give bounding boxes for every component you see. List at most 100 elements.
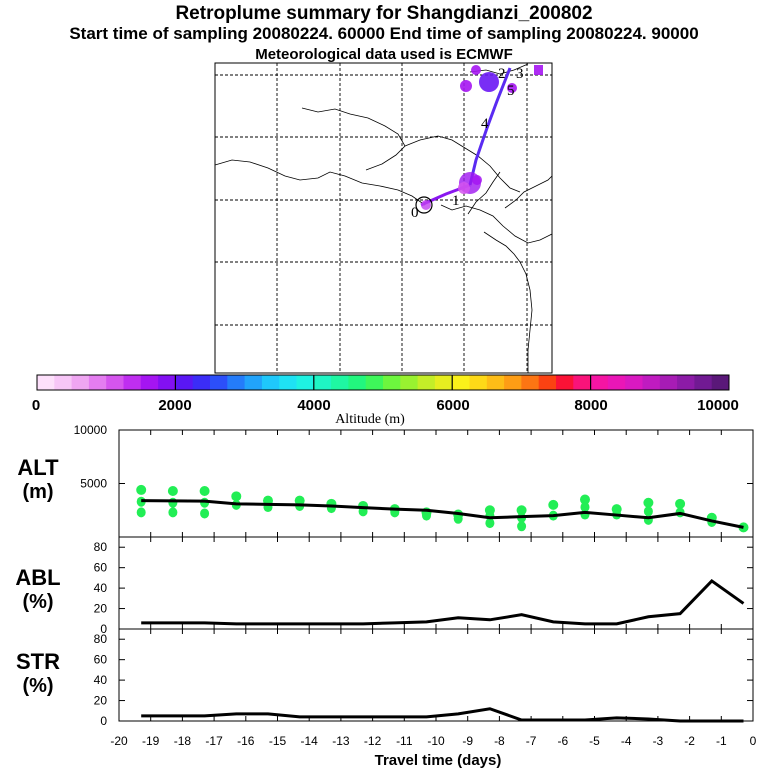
colorbar-swatch — [106, 375, 124, 390]
alt-spread-point — [168, 497, 178, 508]
alt-spread-point — [200, 508, 210, 519]
map-label-2: 2 — [498, 66, 506, 82]
colorbar-swatch — [37, 375, 55, 390]
colorbar-swatch — [175, 375, 194, 390]
x-tick-label: -16 — [237, 734, 255, 748]
alt-spread-point — [580, 502, 590, 513]
plume-segment-1-5 — [468, 67, 512, 186]
abl-panel: 0 20 40 60 80 ABL(%) — [15, 536, 754, 636]
colorbar-swatch — [642, 375, 661, 390]
str-ytick-label: 40 — [94, 673, 108, 687]
colorbar-swatch — [625, 375, 643, 390]
x-tick-label: -6 — [557, 734, 568, 748]
colorbar-swatch — [434, 375, 453, 390]
colorbar-swatch — [469, 375, 488, 390]
colorbar-swatch — [504, 375, 522, 390]
abl-panel-unit: (%) — [22, 591, 53, 613]
map-coastlines — [214, 63, 553, 373]
colorbar-swatch — [659, 375, 678, 390]
x-tick-label: -1 — [716, 734, 727, 748]
abl-ytick-label: 40 — [94, 581, 108, 595]
colorbar-swatch — [711, 375, 730, 390]
alt-ytick-label: 10000 — [74, 423, 108, 437]
colorbar-swatch — [694, 375, 713, 390]
alt-spread-point — [136, 507, 146, 518]
x-tick-label: -9 — [462, 734, 473, 748]
colorbar-swatch — [607, 375, 626, 390]
abl-panel-title: ABL — [15, 565, 60, 590]
chart-title: Retroplume summary for Shangdianzi_20080… — [175, 3, 593, 24]
x-tick-label: -19 — [142, 734, 160, 748]
str-frame — [118, 628, 754, 722]
plume-track — [415, 65, 543, 214]
alt-spread-point — [516, 505, 527, 516]
x-tick-label: -13 — [332, 734, 350, 748]
alt-ytick-label: 5000 — [80, 477, 107, 491]
colorbar-tick-0: 0 — [32, 397, 40, 414]
map-label-5: 5 — [507, 83, 515, 99]
colorbar-swatch — [279, 375, 297, 390]
alt-spread-point — [168, 507, 178, 518]
str-ytick-label: 80 — [94, 632, 108, 646]
x-tick-label: -7 — [526, 734, 537, 748]
x-tick-label: -2 — [684, 734, 695, 748]
colorbar-swatch — [452, 375, 470, 390]
abl-ytick-label: 0 — [100, 622, 107, 636]
alt-spread-point — [199, 485, 210, 496]
alt-spread-point — [231, 491, 242, 502]
alt-spread-point — [517, 521, 527, 532]
colorbar-swatch — [140, 375, 159, 390]
colorbar-swatch — [348, 375, 367, 390]
alt-spread-point — [453, 513, 463, 524]
colorbar-swatch — [573, 375, 592, 390]
colorbar-swatch — [521, 375, 540, 390]
colorbar-swatch — [227, 375, 246, 390]
alt-panel-title: ALT — [17, 455, 59, 480]
alt-spread-point — [548, 499, 559, 510]
x-tick-label: -12 — [364, 734, 382, 748]
sampling-times: Start time of sampling 20080224. 60000 E… — [69, 24, 699, 43]
colorbar-ticks: 0 2000 4000 6000 8000 10000 — [32, 397, 739, 414]
x-tick-label: -20 — [110, 734, 128, 748]
colorbar-swatch — [538, 375, 557, 390]
colorbar-swatch — [210, 375, 228, 390]
colorbar-swatch — [590, 375, 609, 390]
map-label-3: 3 — [516, 66, 524, 82]
alt-frame — [118, 429, 754, 538]
map-panel: 0 1 2 3 4 5 — [214, 62, 553, 374]
x-tick-label: -4 — [621, 734, 632, 748]
colorbar-tick-4000: 4000 — [297, 397, 330, 414]
alt-spread-point — [136, 484, 147, 495]
colorbar-swatch — [296, 375, 315, 390]
colorbar-swatch — [54, 375, 73, 390]
colorbar-tick-2000: 2000 — [158, 397, 191, 414]
x-axis-label: Travel time (days) — [375, 752, 502, 768]
colorbar-swatch — [400, 375, 419, 390]
abl-ytick-label: 20 — [94, 602, 108, 616]
colorbar-label: Altitude (m) — [335, 412, 405, 427]
abl-ytick-label: 60 — [94, 561, 108, 575]
altitude-colorbar — [36, 374, 730, 391]
colorbar-swatch — [244, 375, 263, 390]
colorbar-swatch — [313, 375, 332, 390]
alt-spread-point — [579, 494, 590, 505]
colorbar-swatch — [261, 375, 280, 390]
alt-spread-point — [675, 498, 686, 509]
map-label-4: 4 — [481, 116, 489, 132]
x-tick-label: -11 — [396, 734, 413, 748]
colorbar-swatch — [123, 375, 142, 390]
colorbar-swatch — [383, 375, 401, 390]
x-tick-label: -10 — [427, 734, 445, 748]
colorbar-swatch — [158, 375, 176, 390]
map-labels: 0 1 2 3 4 5 — [411, 66, 524, 221]
x-tick-label: -3 — [653, 734, 664, 748]
alt-spread-point — [421, 510, 431, 521]
x-tick-label: -15 — [269, 734, 287, 748]
abl-ytick-label: 80 — [94, 540, 108, 554]
map-label-0: 0 — [411, 205, 419, 221]
str-ytick-label: 20 — [94, 694, 108, 708]
alt-panel-unit: (m) — [22, 481, 53, 503]
colorbar-swatch — [365, 375, 384, 390]
colorbar-swatch — [556, 375, 574, 390]
x-tick-label: -18 — [174, 734, 192, 748]
